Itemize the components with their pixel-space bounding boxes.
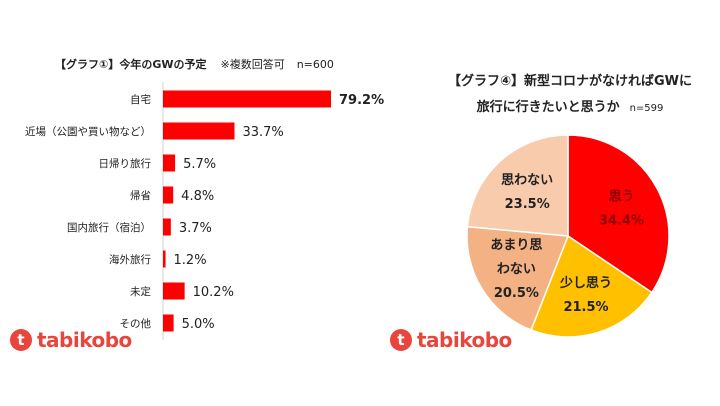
bar-sample-size: n=600 — [296, 58, 334, 71]
bar-note: ※複数回答可 — [220, 58, 285, 71]
slice-value-label: 23.5% — [505, 197, 550, 212]
bar-value-label: 5.7% — [183, 157, 216, 172]
bar-value-label: 1.2% — [174, 253, 207, 268]
category-label: 海外旅行 — [109, 253, 151, 266]
slice-label: 少し思う — [559, 275, 612, 291]
bar-value-label: 5.0% — [182, 317, 215, 332]
category-label: 国内旅行（宿泊） — [67, 221, 151, 234]
tabikobo-logo-left: t tabikobo — [10, 328, 132, 352]
tabikobo-logo-right: t tabikobo — [390, 328, 512, 352]
logo-mark-icon: t — [390, 329, 412, 351]
bar — [163, 90, 331, 108]
bar — [163, 122, 235, 140]
bar-value-label: 79.2% — [339, 93, 384, 108]
bar — [163, 154, 176, 172]
category-label: 近場（公園や買い物など） — [25, 125, 151, 138]
bar — [163, 250, 166, 268]
logo-mark-icon: t — [10, 329, 32, 351]
slice-label: あまり思 — [490, 238, 542, 253]
pie-slice — [530, 234, 653, 338]
category-label: その他 — [120, 317, 152, 330]
pie-slice — [466, 134, 569, 237]
pie-slice — [567, 134, 670, 294]
slice-value-label: 20.5% — [494, 286, 539, 301]
slice-value-label: 21.5% — [563, 300, 608, 315]
category-label: 自宅 — [130, 93, 151, 106]
bar-value-label: 33.7% — [242, 125, 283, 140]
slice-label: 思う — [608, 190, 634, 205]
bar — [163, 282, 185, 300]
pie-slice — [466, 225, 570, 331]
bar-value-label: 4.8% — [181, 189, 214, 204]
slice-label: わない — [497, 262, 536, 277]
logo-text: tabikobo — [417, 328, 512, 352]
pie-title-line1: 【グラフ④】新型コロナがなければGWに — [447, 74, 693, 89]
slice-label: 思わない — [501, 173, 553, 188]
bar — [163, 218, 171, 236]
category-label: 日帰り旅行 — [99, 157, 152, 170]
bar-title-text: 【グラフ①】今年のGWの予定 — [55, 58, 207, 71]
bar-chart-title: 【グラフ①】今年のGWの予定 ※複数回答可 n=600 — [55, 56, 334, 72]
pie-title-line2: 旅行に行きたいと思うか n=599 — [410, 96, 720, 115]
logo-text: tabikobo — [37, 328, 132, 352]
slice-value-label: 34.4% — [599, 214, 644, 229]
pie-title-text: 旅行に行きたいと思うか — [476, 100, 620, 115]
category-label: 未定 — [130, 285, 151, 298]
bar-value-label: 10.2% — [193, 285, 234, 300]
category-label: 帰省 — [130, 189, 151, 202]
bar-value-label: 3.7% — [179, 221, 212, 236]
pie-sample-size: n=599 — [629, 103, 664, 114]
bar — [163, 186, 174, 204]
bar — [163, 314, 174, 332]
